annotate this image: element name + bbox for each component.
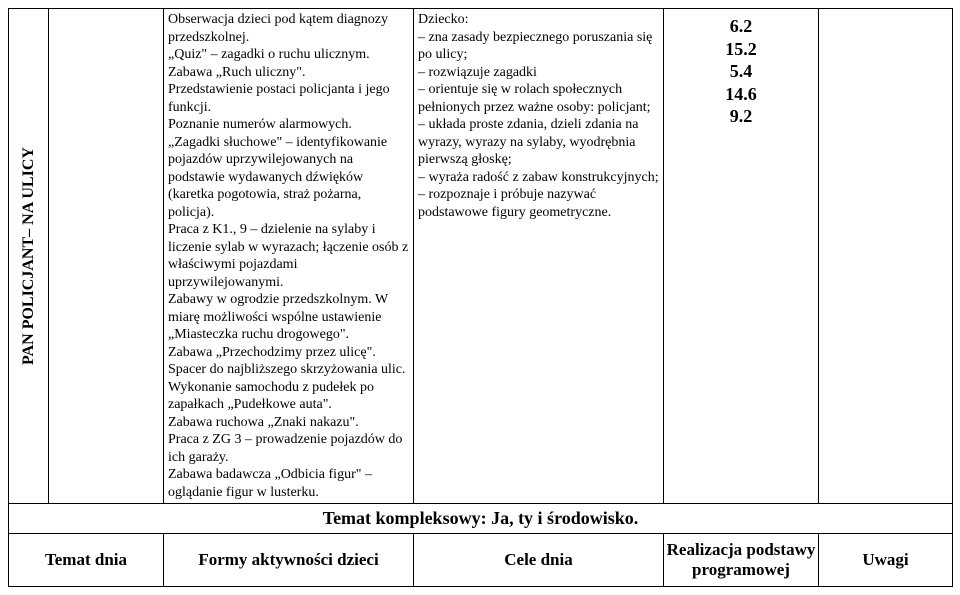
header-uwagi: Uwagi — [819, 534, 953, 587]
activities-text: Obserwacja dzieci pod kątem diagnozy prz… — [168, 11, 409, 501]
header-row: Temat dnia Formy aktywności dzieci Cele … — [9, 534, 953, 587]
header-label: Cele dnia — [504, 550, 572, 569]
codes-cell: 6.2 15.2 5.4 14.6 9.2 — [664, 9, 819, 504]
side-label: PAN POLICJANT– NA ULICY — [20, 147, 37, 365]
thematic-cell: Temat kompleksowy: Ja, ty i środowisko. — [9, 504, 953, 534]
thematic-title: Temat kompleksowy: Ja, ty i środowisko. — [323, 508, 639, 528]
header-label: Temat dnia — [45, 550, 127, 569]
thematic-row: Temat kompleksowy: Ja, ty i środowisko. — [9, 504, 953, 534]
header-label: Realizacja podstawy programowej — [667, 540, 816, 579]
header-realizacja: Realizacja podstawy programowej — [664, 534, 819, 587]
header-temat-dnia: Temat dnia — [9, 534, 164, 587]
activities-cell: Obserwacja dzieci pod kątem diagnozy prz… — [164, 9, 414, 504]
goals-text: Dziecko: – zna zasady bezpiecznego porus… — [418, 11, 659, 221]
header-cele: Cele dnia — [414, 534, 664, 587]
header-label: Formy aktywności dzieci — [198, 550, 378, 569]
table-row: PAN POLICJANT– NA ULICY Obserwacja dziec… — [9, 9, 953, 504]
side-label-cell: PAN POLICJANT– NA ULICY — [9, 9, 49, 504]
codes-text: 6.2 15.2 5.4 14.6 9.2 — [668, 11, 814, 128]
goals-cell: Dziecko: – zna zasady bezpiecznego porus… — [414, 9, 664, 504]
header-label: Uwagi — [862, 550, 908, 569]
notes-cell — [819, 9, 953, 504]
curriculum-table: PAN POLICJANT– NA ULICY Obserwacja dziec… — [8, 8, 953, 587]
header-formy: Formy aktywności dzieci — [164, 534, 414, 587]
empty-cell — [49, 9, 164, 504]
